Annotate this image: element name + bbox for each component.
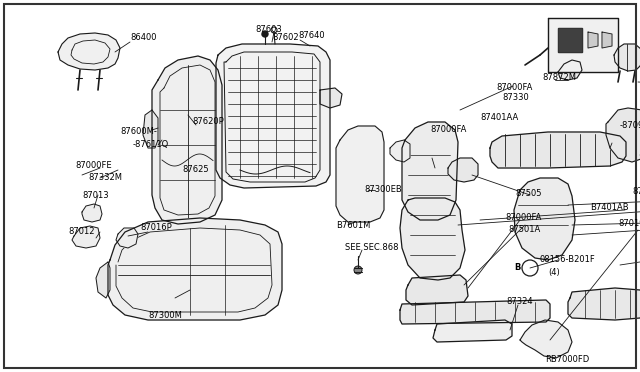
Polygon shape [514, 178, 575, 260]
Circle shape [354, 266, 362, 274]
Text: 87300M: 87300M [148, 311, 182, 321]
Text: 87401AA: 87401AA [480, 113, 518, 122]
Polygon shape [406, 275, 468, 305]
Text: 87019: 87019 [618, 219, 640, 228]
Polygon shape [402, 122, 458, 220]
Polygon shape [433, 320, 512, 342]
Polygon shape [400, 198, 465, 280]
Text: 87501A: 87501A [508, 225, 540, 234]
Polygon shape [448, 158, 478, 182]
Text: B7401AB: B7401AB [590, 203, 628, 212]
Polygon shape [152, 56, 222, 224]
Polygon shape [72, 226, 100, 248]
Text: 87600M-: 87600M- [120, 128, 157, 137]
Polygon shape [216, 44, 330, 188]
Text: 87000FA: 87000FA [496, 83, 532, 93]
Text: 87401AA: 87401AA [632, 187, 640, 196]
Text: 87013: 87013 [82, 190, 109, 199]
Text: B7601M: B7601M [336, 221, 371, 230]
Polygon shape [588, 32, 598, 48]
Polygon shape [58, 33, 120, 70]
Polygon shape [614, 44, 640, 71]
Polygon shape [390, 140, 410, 162]
Polygon shape [548, 18, 618, 72]
Text: 87000FA: 87000FA [505, 214, 541, 222]
Text: (4): (4) [548, 267, 560, 276]
Text: 87625: 87625 [182, 166, 209, 174]
Circle shape [262, 31, 268, 37]
Text: SEE SEC.868: SEE SEC.868 [345, 244, 399, 253]
Polygon shape [82, 204, 102, 222]
Text: B: B [515, 263, 521, 273]
Text: 08156-B201F: 08156-B201F [540, 256, 596, 264]
Text: 87012: 87012 [68, 228, 95, 237]
Polygon shape [96, 262, 110, 298]
Polygon shape [602, 32, 612, 48]
Text: 87016P: 87016P [140, 224, 172, 232]
Text: 87620P: 87620P [192, 118, 224, 126]
Text: 87603: 87603 [255, 26, 282, 35]
Text: 87300EB: 87300EB [364, 186, 402, 195]
Polygon shape [143, 110, 158, 148]
Polygon shape [108, 218, 282, 320]
Text: 87000FE: 87000FE [75, 160, 111, 170]
Text: RB7000FD: RB7000FD [545, 356, 589, 365]
Text: -87611Q: -87611Q [133, 141, 169, 150]
Text: 87332M: 87332M [88, 173, 122, 183]
Polygon shape [400, 300, 550, 324]
Polygon shape [606, 108, 640, 162]
Text: -87096: -87096 [620, 121, 640, 129]
Text: 87000FA: 87000FA [430, 125, 467, 135]
Polygon shape [116, 228, 138, 248]
Polygon shape [520, 320, 572, 358]
Text: 87872M: 87872M [542, 74, 576, 83]
Text: 87640: 87640 [298, 32, 324, 41]
Polygon shape [320, 88, 342, 108]
Polygon shape [568, 288, 640, 320]
Text: 87602: 87602 [272, 33, 299, 42]
Text: 86400: 86400 [130, 33, 157, 42]
Polygon shape [558, 28, 582, 52]
Polygon shape [336, 126, 384, 222]
Text: 87330: 87330 [502, 93, 529, 103]
Text: 87324: 87324 [506, 298, 532, 307]
Polygon shape [490, 132, 626, 168]
Text: 87505: 87505 [515, 189, 541, 199]
Polygon shape [558, 60, 582, 80]
